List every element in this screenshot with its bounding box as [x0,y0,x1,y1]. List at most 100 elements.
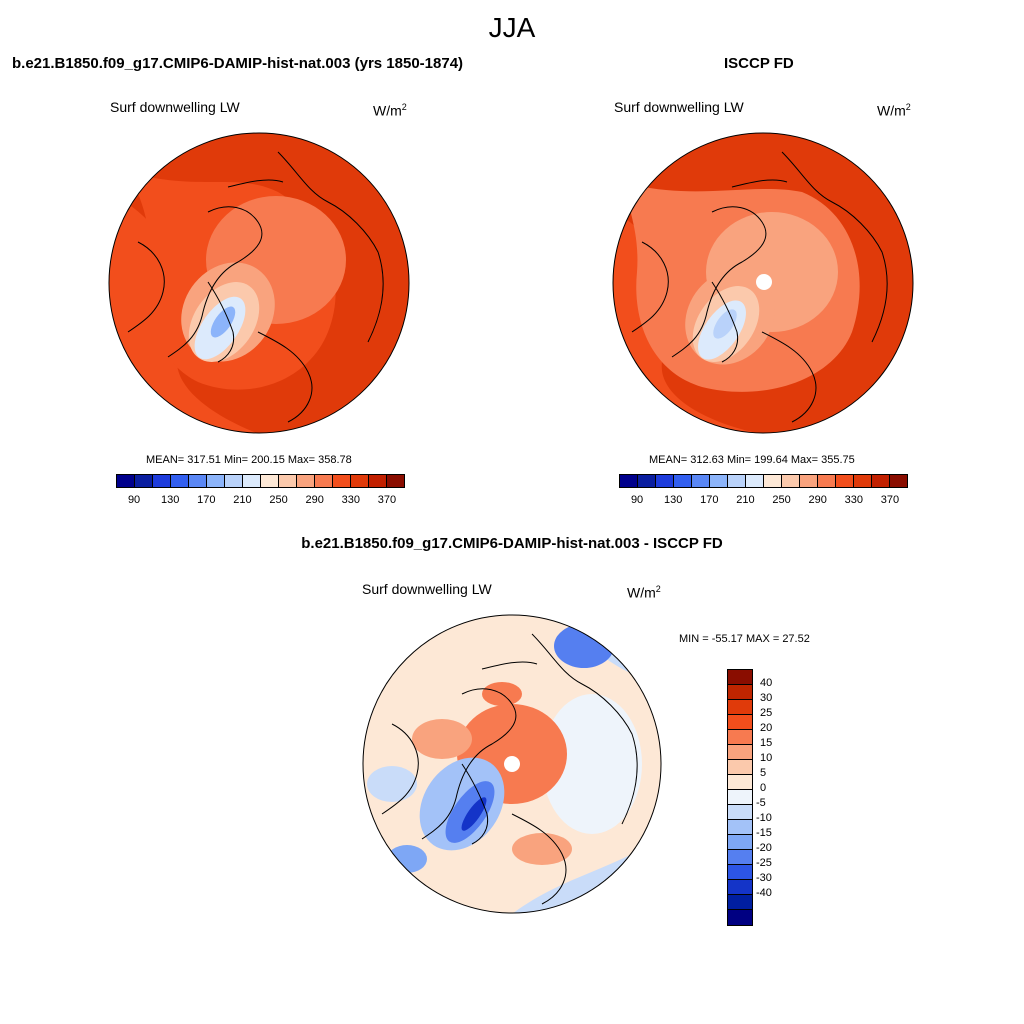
model-polar-map [108,132,410,434]
diff-colorbar-tick-label: 0 [760,782,767,794]
diff-colorbar-swatch [728,850,752,865]
diff-colorbar-swatch [728,775,752,790]
diff-panel-title: b.e21.B1850.f09_g17.CMIP6-DAMIP-hist-nat… [301,535,723,552]
diff-colorbar-tick-label: 20 [760,722,773,734]
diff-units-label: W/m2 [627,584,661,601]
diff-colorbar [727,669,753,926]
model-colorbar-swatch [387,475,404,487]
season-title: JJA [488,12,536,43]
obs-variable-label: Surf downwelling LW [614,99,744,115]
model-colorbar-swatch [243,475,261,487]
diff-colorbar-swatch [728,730,752,745]
diff-stats-text: MIN = -55.17 MAX = 27.52 [679,633,810,645]
model-colorbar-ticks: 90 130 170 210 250 290 330 370 [116,494,405,508]
diff-field-pos-south [512,833,572,865]
diff-colorbar-tick-label: 5 [760,767,767,779]
diff-field-neutral-east [542,694,642,834]
model-colorbar-swatch [261,475,279,487]
model-colorbar-swatch [189,475,207,487]
obs-colorbar-swatch [656,475,674,487]
model-colorbar-swatch [297,475,315,487]
diff-colorbar-ticks: 40 30 25 20 15 10 5 0 -5 -10 -15 -20 -25 -30 -40 [756,669,800,924]
obs-colorbar-tick-label: 370 [880,494,900,506]
obs-colorbar-swatch [692,475,710,487]
model-colorbar-tick-label: 130 [161,494,180,506]
model-colorbar-tick-label: 90 [127,494,141,506]
model-colorbar-tick-label: 170 [197,494,216,506]
diff-colorbar-tick-label: -10 [756,812,772,824]
obs-colorbar-swatch [782,475,800,487]
diff-colorbar-swatch [728,910,752,925]
diff-colorbar-swatch [728,760,752,775]
model-field-atlantic [109,192,259,433]
diff-colorbar-tick-label: -25 [756,857,772,869]
diff-colorbar-tick-label: -15 [756,827,772,839]
diff-colorbar-swatch [728,865,752,880]
model-colorbar-tick-label: 210 [233,494,252,506]
diff-variable-label: Surf downwelling LW [362,581,492,597]
obs-colorbar-swatch [872,475,890,487]
diff-colorbar-swatch [728,745,752,760]
model-colorbar-swatch [153,475,171,487]
diff-colorbar-tick-label: -20 [756,842,772,854]
model-colorbar-swatch [171,475,189,487]
obs-colorbar-tick-label: 210 [736,494,755,506]
model-colorbar-swatch [225,475,243,487]
obs-polar-map [612,132,914,434]
model-colorbar [116,474,405,488]
diff-field-neg-sw [387,845,427,873]
diff-colorbar-tick-label: 15 [760,737,773,749]
diff-field-pos-west [412,719,472,759]
obs-colorbar-swatch [710,475,728,487]
model-field-greenland-min [210,306,236,338]
diff-colorbar-swatch [728,880,752,895]
obs-colorbar-swatch [674,475,692,487]
diff-colorbar-tick-label: -5 [756,797,766,809]
obs-map-border [612,132,914,434]
diff-colorbar-swatch [728,715,752,730]
model-colorbar-tick-label: 290 [305,494,324,506]
obs-coastlines [631,151,888,423]
obs-polar-hole [756,274,772,290]
diff-colorbar-swatch [728,700,752,715]
obs-colorbar-ticks: 90 130 170 210 250 290 330 370 [619,494,908,508]
diff-colorbar-swatch [728,790,752,805]
obs-colorbar-tick-label: 290 [808,494,827,506]
obs-colorbar-tick-label: 170 [700,494,719,506]
model-colorbar-swatch [351,475,369,487]
obs-colorbar-tick-label: 130 [664,494,683,506]
diff-colorbar-swatch [728,685,752,700]
model-colorbar-swatch [117,475,135,487]
obs-panel-title: ISCCP FD [724,55,794,72]
obs-units-label: W/m2 [877,102,911,119]
diff-colorbar-swatch [728,670,752,685]
diff-colorbar-swatch [728,835,752,850]
model-coastlines [127,151,384,423]
obs-colorbar-swatch [818,475,836,487]
obs-colorbar-swatch [620,475,638,487]
diff-map-border [362,614,662,914]
obs-colorbar-swatch [890,475,907,487]
model-colorbar-swatch [315,475,333,487]
obs-colorbar-swatch [836,475,854,487]
obs-colorbar-swatch [638,475,656,487]
model-colorbar-tick-label: 370 [377,494,397,506]
obs-colorbar-swatch [764,475,782,487]
diff-colorbar-tick-label: -30 [756,872,772,884]
obs-colorbar-tick-label: 90 [630,494,644,506]
model-colorbar-swatch [369,475,387,487]
diff-polar-hole [504,756,520,772]
diff-colorbar-tick-label: 10 [760,752,773,764]
model-units-label: W/m2 [373,102,407,119]
model-variable-label: Surf downwelling LW [110,99,240,115]
model-map-border [108,132,410,434]
obs-colorbar-tick-label: 330 [844,494,863,506]
obs-colorbar-swatch [728,475,746,487]
diff-field-neg-greenland-min [461,797,487,831]
diff-colorbar-tick-label: -40 [756,887,772,899]
diff-field-neg-ne-core [554,624,614,668]
obs-colorbar [619,474,908,488]
model-colorbar-swatch [135,475,153,487]
model-colorbar-swatch [333,475,351,487]
diff-colorbar-swatch [728,805,752,820]
